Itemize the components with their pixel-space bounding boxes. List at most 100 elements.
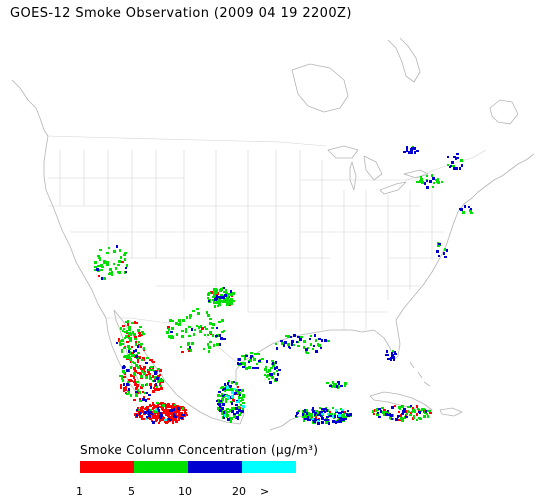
smoke-pixel: [217, 394, 220, 397]
smoke-pixel: [128, 328, 130, 331]
smoke-pixel: [209, 341, 212, 343]
smoke-pixel: [335, 421, 337, 424]
smoke-pixel: [222, 296, 225, 299]
smoke-pixel: [119, 341, 121, 344]
smoke-pixel: [178, 319, 181, 322]
smoke-pixel: [222, 389, 224, 391]
smoke-pixel: [237, 386, 239, 388]
smoke-pixel: [176, 333, 178, 336]
smoke-pixel: [416, 405, 418, 408]
smoke-pixel: [416, 413, 418, 416]
smoke-pixel: [165, 411, 168, 414]
smoke-pixel: [123, 254, 126, 256]
smoke-pixel: [235, 407, 238, 410]
smoke-pixel: [459, 208, 461, 210]
smoke-pixel: [135, 343, 137, 346]
smoke-pixel: [470, 208, 472, 210]
smoke-pixel: [300, 336, 303, 338]
smoke-pixel: [219, 406, 221, 408]
smoke-pixel: [423, 408, 425, 410]
smoke-pixel: [232, 410, 234, 413]
smoke-pixel: [426, 186, 429, 189]
smoke-pixel: [292, 344, 295, 346]
smoke-pixel: [128, 326, 131, 329]
smoke-pixel: [94, 269, 96, 271]
smoke-pixel: [100, 269, 103, 271]
smoke-pixel: [310, 335, 312, 337]
smoke-pixel: [213, 344, 215, 347]
smoke-pixel: [140, 345, 142, 348]
smoke-pixel: [131, 361, 134, 363]
smoke-pixel: [241, 355, 244, 357]
smoke-pixel: [154, 388, 157, 391]
smoke-pixel: [235, 382, 238, 385]
smoke-pixel: [327, 340, 330, 342]
smoke-pixel: [300, 339, 302, 341]
smoke-pixel: [157, 407, 159, 410]
smoke-pixel: [199, 330, 202, 333]
smoke-pixel: [455, 158, 457, 160]
smoke-pixel: [391, 354, 394, 357]
smoke-pixel: [331, 385, 334, 387]
smoke-pixel: [395, 418, 398, 421]
smoke-pixel: [435, 179, 438, 181]
smoke-pixel: [312, 407, 314, 410]
smoke-pixel: [464, 205, 466, 208]
smoke-pixel: [276, 370, 278, 372]
smoke-pixel: [140, 367, 142, 370]
smoke-pixel: [231, 381, 233, 384]
smoke-pixel: [176, 415, 179, 418]
smoke-pixel: [388, 414, 390, 416]
smoke-pixel: [166, 331, 169, 334]
smoke-pixel: [131, 380, 133, 382]
smoke-pixel: [227, 411, 230, 413]
smoke-pixel: [169, 409, 172, 412]
smoke-pixel: [123, 383, 125, 386]
smoke-pixel: [327, 413, 329, 415]
smoke-pixel: [185, 409, 187, 411]
smoke-pixel: [319, 411, 321, 414]
smoke-pixel: [146, 392, 148, 394]
smoke-pixel: [275, 378, 278, 381]
smoke-pixel: [141, 359, 144, 361]
smoke-pixel: [191, 342, 194, 345]
smoke-pixel: [245, 367, 248, 370]
smoke-pixel: [320, 347, 322, 349]
smoke-blue-layer: [96, 146, 472, 425]
smoke-pixel: [178, 418, 180, 421]
smoke-pixel: [152, 402, 154, 405]
smoke-pixel: [314, 412, 317, 414]
smoke-pixel: [470, 212, 473, 214]
smoke-pixel: [120, 256, 122, 259]
smoke-pixel: [203, 348, 205, 350]
smoke-pixel: [306, 409, 308, 412]
smoke-pixel: [138, 356, 141, 359]
smoke-pixel: [122, 366, 125, 369]
smoke-pixel: [413, 415, 415, 418]
smoke-pixel: [207, 343, 209, 346]
smoke-pixel: [223, 338, 226, 340]
smoke-pixel: [344, 411, 346, 414]
smoke-pixel: [403, 410, 406, 413]
smoke-pixel: [173, 410, 176, 413]
smoke-pixel: [323, 409, 325, 412]
greenland-coastline: [387, 37, 421, 83]
smoke-pixel: [308, 416, 311, 419]
smoke-pixel: [317, 422, 320, 425]
smoke-pixel: [231, 395, 234, 398]
smoke-pixel: [161, 402, 164, 404]
smoke-pixel: [133, 376, 135, 379]
smoke-pixel: [193, 333, 195, 336]
smoke-pixel: [218, 403, 221, 406]
smoke-pixel: [438, 255, 440, 257]
smoke-pixel: [157, 375, 160, 377]
smoke-pixel: [341, 410, 344, 413]
smoke-pixel: [181, 335, 184, 338]
smoke-pixel: [233, 415, 236, 417]
smoke-pixel: [151, 413, 153, 415]
smoke-pixel: [305, 414, 308, 417]
smoke-pixel: [137, 358, 139, 361]
smoke-pixel: [118, 261, 120, 263]
smoke-pixel: [227, 396, 230, 399]
smoke-pixel: [407, 410, 409, 412]
